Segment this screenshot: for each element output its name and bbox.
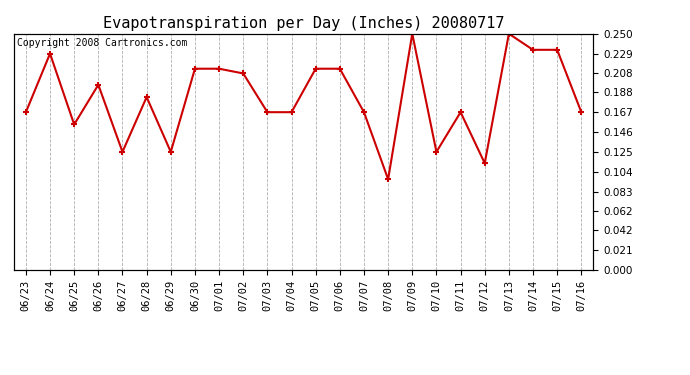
Text: Copyright 2008 Cartronics.com: Copyright 2008 Cartronics.com [17, 39, 187, 48]
Title: Evapotranspiration per Day (Inches) 20080717: Evapotranspiration per Day (Inches) 2008… [103, 16, 504, 31]
